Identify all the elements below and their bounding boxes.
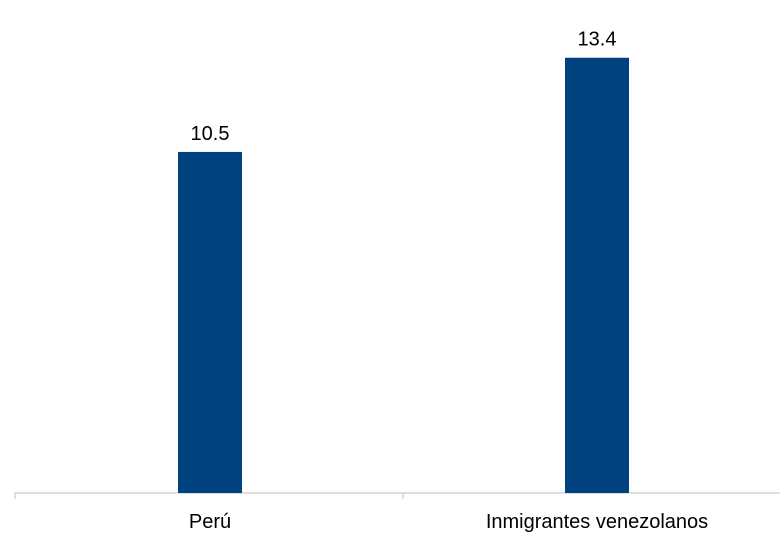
x-tick-label: Inmigrantes venezolanos bbox=[486, 511, 708, 533]
bar-series bbox=[178, 57, 629, 494]
data-label: 13.4 bbox=[578, 29, 617, 51]
x-tick-labels: Perú Inmigrantes venezolanos bbox=[189, 511, 708, 533]
data-label: 10.5 bbox=[191, 123, 230, 145]
bar bbox=[178, 151, 242, 493]
data-labels: 10.5 13.4 bbox=[191, 29, 617, 145]
bar bbox=[565, 57, 629, 494]
x-tick-label: Perú bbox=[189, 511, 231, 533]
